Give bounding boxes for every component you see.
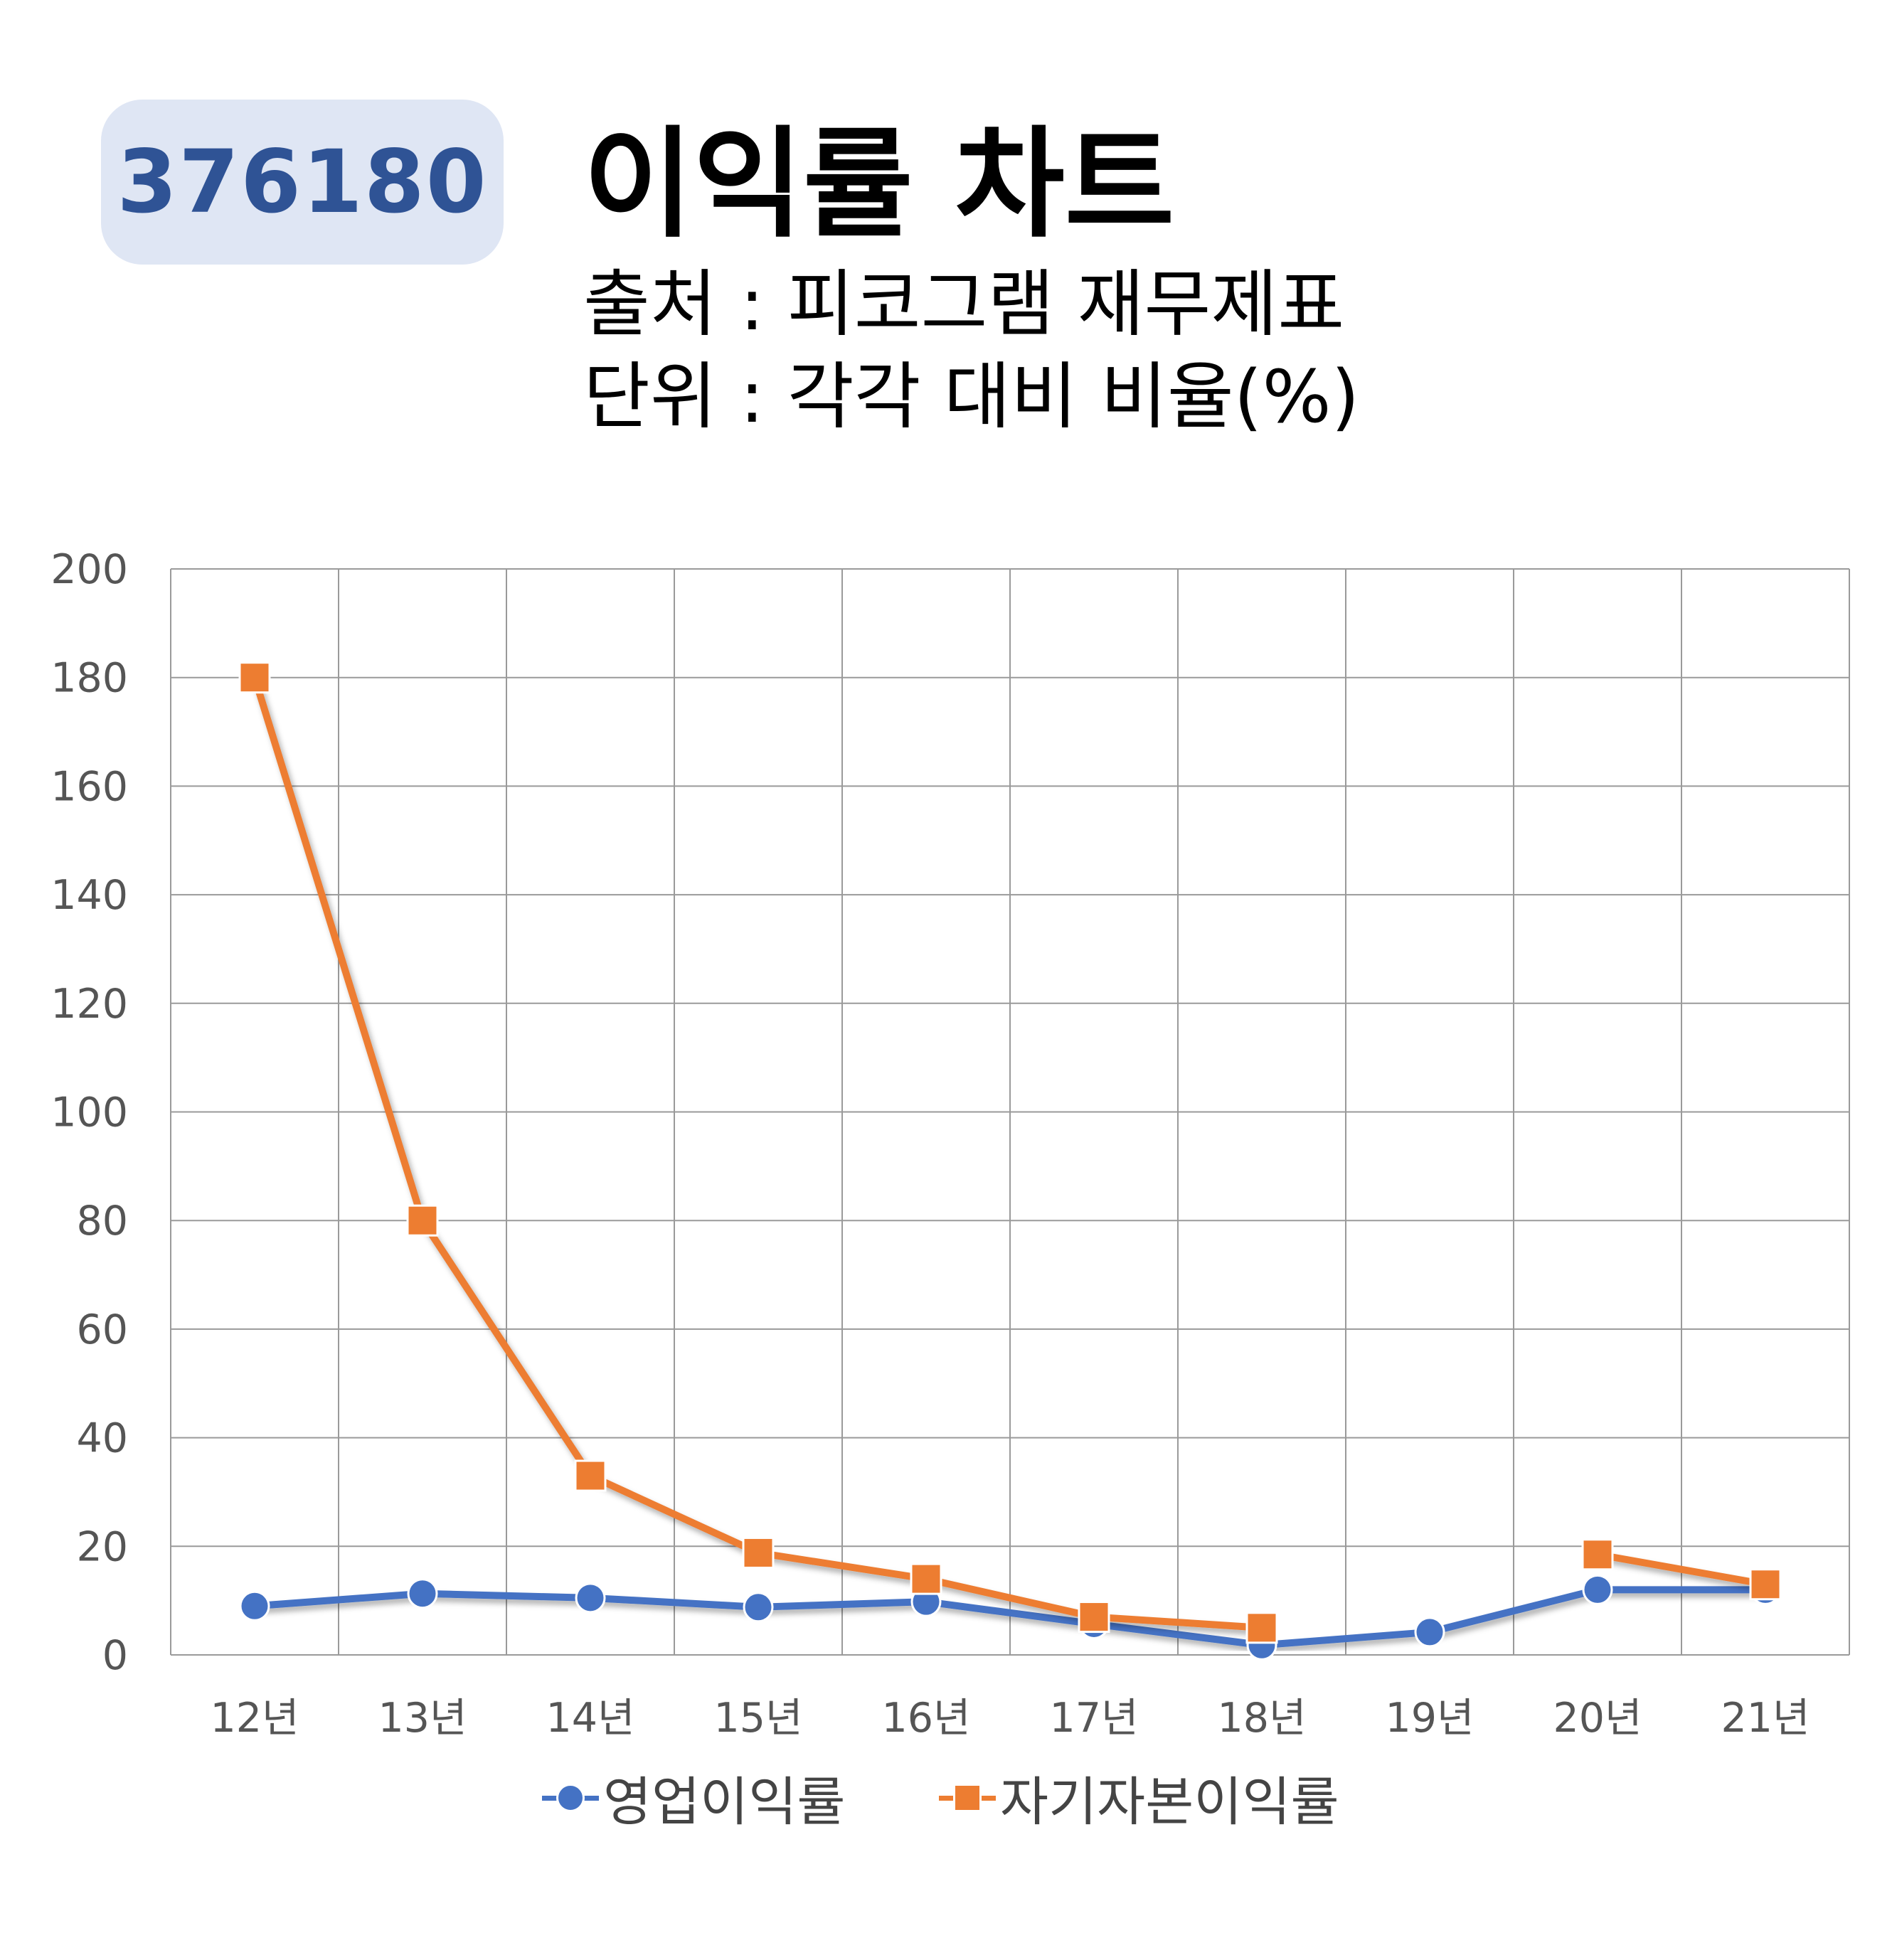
y-tick-label: 60: [76, 1306, 128, 1353]
series-2: [238, 661, 1782, 1644]
source-label: 출처 : 피코그램 재무제표: [583, 262, 1345, 347]
data-point: [407, 1578, 438, 1609]
legend-label: 자기자본이익률: [1000, 1772, 1339, 1833]
legend-label: 영업이익률: [603, 1772, 846, 1833]
data-point: [743, 1592, 774, 1623]
x-tick-label: 18년: [1218, 1695, 1307, 1742]
data-point: [742, 1536, 775, 1569]
x-tick-label: 17년: [1050, 1695, 1139, 1742]
y-tick-label: 100: [51, 1090, 128, 1136]
chart-legend: 영업이익률 자기자본이익률: [0, 1759, 1897, 1838]
data-point: [1078, 1601, 1110, 1634]
data-point: [910, 1562, 942, 1595]
data-point: [238, 661, 271, 694]
circle-marker-icon: [542, 1769, 599, 1826]
data-point: [406, 1204, 439, 1237]
x-tick-label: 15년: [714, 1695, 803, 1742]
x-tick-label: 12년: [211, 1695, 299, 1742]
square-marker-icon: [939, 1769, 996, 1826]
stock-code-badge: 376180: [101, 100, 504, 265]
data-point: [1581, 1538, 1614, 1571]
y-tick-label: 40: [76, 1415, 128, 1462]
data-point: [1414, 1617, 1445, 1648]
y-tick-label: 0: [102, 1632, 128, 1679]
data-point: [1749, 1568, 1782, 1601]
x-tick-label: 16년: [882, 1695, 971, 1742]
y-tick-label: 200: [51, 546, 128, 593]
y-tick-label: 160: [51, 763, 128, 810]
x-tick-label: 19년: [1386, 1695, 1474, 1742]
chart-title: 이익률 차트: [583, 114, 1175, 254]
y-tick-label: 120: [51, 981, 128, 1028]
x-tick-label: 20년: [1553, 1695, 1642, 1742]
chart-series: [238, 661, 1782, 1661]
x-tick-label: 21년: [1721, 1695, 1810, 1742]
data-point: [574, 1459, 607, 1492]
series-line: [254, 1586, 1765, 1649]
legend-item-operating-margin: 영업이익률: [542, 1759, 845, 1836]
y-tick-label: 180: [51, 655, 128, 702]
y-tick-label: 140: [51, 872, 128, 919]
data-point: [575, 1582, 606, 1614]
chart-grid: [170, 568, 1850, 1656]
y-tick-label: 80: [76, 1198, 128, 1245]
unit-label: 단위 : 각각 대비 비율(%): [583, 355, 1360, 440]
x-tick-label: 13년: [378, 1695, 467, 1742]
chart-axes: 0 20 40 60 80 100 120 140 160 180 200 12년 13년 14년 15년 1…: [51, 546, 1810, 1742]
data-point: [239, 1590, 270, 1621]
y-tick-label: 20: [76, 1523, 128, 1570]
x-tick-label: 14년: [546, 1695, 635, 1742]
data-point: [1582, 1574, 1613, 1605]
legend-item-roe: 자기자본이익률: [939, 1759, 1339, 1836]
data-point: [1245, 1612, 1278, 1644]
